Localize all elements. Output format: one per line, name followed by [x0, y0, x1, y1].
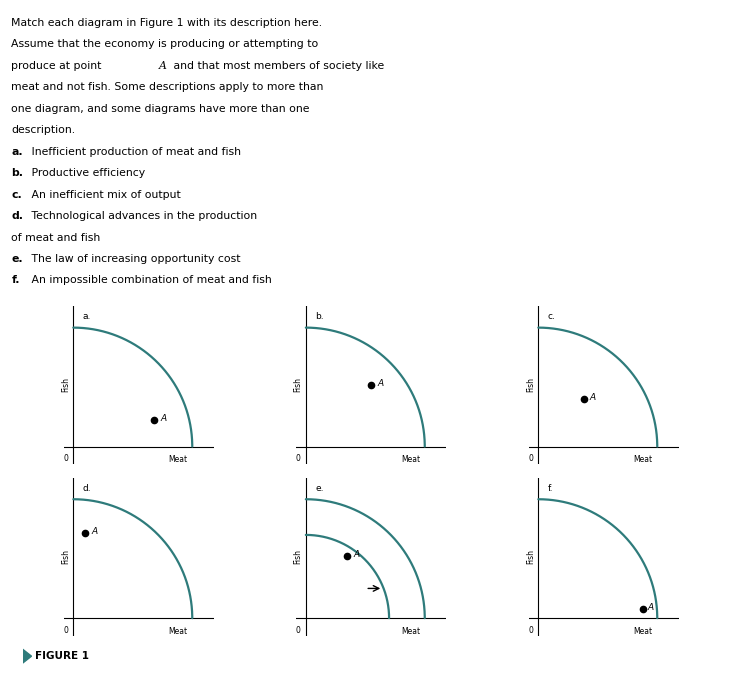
Text: $A$: $A$	[590, 391, 598, 402]
Text: Inefficient production of meat and fish: Inefficient production of meat and fish	[28, 147, 242, 157]
Text: $A$: $A$	[353, 548, 362, 559]
Text: $A$: $A$	[92, 525, 99, 536]
Text: f.: f.	[548, 484, 554, 493]
Text: produce at point: produce at point	[11, 61, 105, 71]
Text: Match each diagram in Figure 1 with its description here.: Match each diagram in Figure 1 with its …	[11, 17, 322, 28]
Text: b.: b.	[11, 168, 23, 178]
Text: Fish: Fish	[61, 377, 70, 392]
Text: 0: 0	[63, 625, 68, 635]
Text: 0: 0	[296, 625, 301, 635]
Text: Meat: Meat	[169, 627, 188, 636]
Text: Meat: Meat	[401, 627, 420, 636]
Text: Productive efficiency: Productive efficiency	[28, 168, 146, 178]
Text: The law of increasing opportunity cost: The law of increasing opportunity cost	[28, 254, 241, 264]
Text: d.: d.	[82, 484, 92, 493]
Polygon shape	[22, 649, 32, 664]
Text: $A$: $A$	[646, 601, 655, 612]
Text: description.: description.	[11, 125, 75, 135]
Text: 0: 0	[296, 454, 301, 463]
Text: An inefficient mix of output: An inefficient mix of output	[28, 190, 181, 200]
Text: a.: a.	[82, 312, 92, 321]
Text: 0: 0	[528, 625, 533, 635]
Text: a.: a.	[11, 147, 22, 157]
Text: Fish: Fish	[526, 548, 535, 564]
Text: Fish: Fish	[293, 377, 302, 392]
Text: c.: c.	[548, 312, 556, 321]
Text: b.: b.	[315, 312, 324, 321]
Text: $A$: $A$	[160, 413, 168, 423]
Text: of meat and fish: of meat and fish	[11, 232, 100, 242]
Text: Fish: Fish	[293, 548, 302, 564]
Text: e.: e.	[11, 254, 22, 264]
Text: d.: d.	[11, 211, 23, 221]
Text: Fish: Fish	[526, 377, 535, 392]
Text: f.: f.	[11, 275, 20, 285]
Text: Meat: Meat	[401, 455, 420, 464]
Text: one diagram, and some diagrams have more than one: one diagram, and some diagrams have more…	[11, 104, 310, 114]
Text: 0: 0	[63, 454, 68, 463]
Text: $A$: $A$	[377, 377, 386, 388]
Text: Technological advances in the production: Technological advances in the production	[28, 211, 257, 221]
Text: e.: e.	[315, 484, 324, 493]
Text: c.: c.	[11, 190, 22, 200]
Text: Meat: Meat	[169, 455, 188, 464]
Text: Meat: Meat	[634, 455, 652, 464]
Text: Fish: Fish	[61, 548, 70, 564]
Text: Assume that the economy is producing or attempting to: Assume that the economy is producing or …	[11, 39, 319, 49]
Text: and that most members of society like: and that most members of society like	[170, 61, 384, 71]
Text: 0: 0	[528, 454, 533, 463]
Text: meat and not fish. Some descriptions apply to more than: meat and not fish. Some descriptions app…	[11, 82, 324, 92]
Text: A: A	[159, 61, 166, 71]
Text: FIGURE 1: FIGURE 1	[34, 651, 88, 661]
Text: An impossible combination of meat and fish: An impossible combination of meat and fi…	[28, 275, 272, 285]
Text: Meat: Meat	[634, 627, 652, 636]
